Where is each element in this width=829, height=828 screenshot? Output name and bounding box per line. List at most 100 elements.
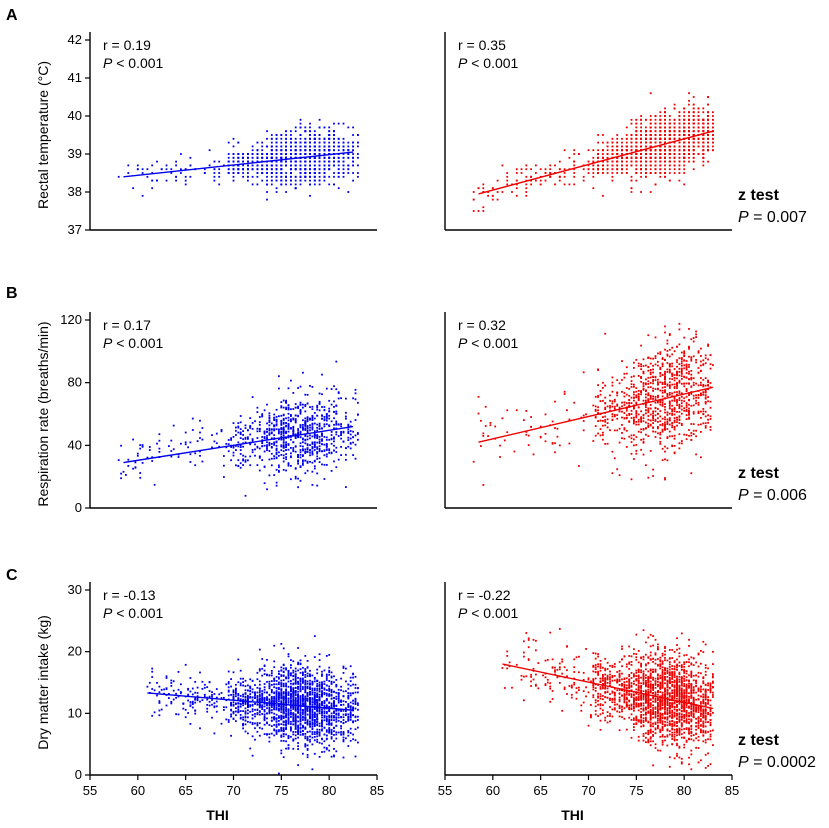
data-point [692, 404, 695, 407]
data-point [659, 164, 662, 167]
data-point [609, 405, 611, 407]
data-point [342, 122, 345, 125]
data-point [256, 445, 259, 448]
data-point [357, 438, 359, 441]
data-point [635, 421, 638, 423]
data-point [668, 115, 671, 117]
data-point [633, 407, 635, 410]
data-point [304, 422, 307, 424]
data-point [275, 444, 278, 447]
data-point [316, 451, 319, 453]
data-point [501, 417, 504, 420]
data-point [654, 436, 657, 438]
data-point [635, 401, 638, 404]
data-point [244, 459, 247, 462]
data-point [136, 168, 139, 171]
data-point [704, 410, 707, 413]
data-point [654, 141, 657, 144]
data-point [220, 430, 223, 433]
data-point [688, 118, 690, 121]
data-point [168, 445, 170, 447]
data-point [318, 457, 321, 460]
data-point [587, 168, 590, 171]
data-point [304, 452, 307, 455]
data-point [707, 414, 709, 417]
data-point [666, 395, 669, 397]
data-point [520, 172, 523, 174]
data-point [659, 403, 662, 406]
data-point [613, 407, 616, 410]
data-point [676, 361, 678, 364]
data-point [664, 478, 666, 481]
data-point [282, 399, 285, 402]
data-point [647, 426, 650, 428]
data-point [700, 456, 702, 459]
data-point [678, 405, 681, 408]
data-point [707, 130, 709, 133]
data-point [685, 404, 688, 406]
data-point [668, 381, 671, 384]
data-point [609, 409, 611, 412]
data-point [712, 137, 714, 140]
data-point [668, 126, 671, 129]
data-point [280, 168, 283, 171]
data-point [645, 118, 647, 121]
data-point [280, 420, 283, 423]
data-point [280, 438, 283, 441]
data-point [673, 413, 676, 416]
data-point [678, 126, 681, 129]
data-point [664, 477, 666, 479]
data-point [707, 160, 709, 163]
data-point [597, 420, 599, 422]
data-point [642, 453, 645, 456]
data-point [678, 392, 681, 394]
data-point [270, 452, 273, 455]
data-point [623, 412, 626, 414]
data-point [664, 164, 666, 167]
data-point [594, 425, 597, 427]
data-point [633, 393, 635, 396]
data-point [635, 396, 638, 399]
data-point [247, 459, 249, 462]
data-point [309, 406, 311, 408]
data-point [285, 145, 287, 148]
data-point [702, 410, 705, 413]
data-point [306, 426, 309, 428]
data-point [230, 446, 232, 448]
data-point [266, 164, 268, 167]
data-point [270, 422, 273, 425]
data-point [268, 458, 271, 461]
data-point [328, 137, 331, 140]
data-point [275, 423, 278, 426]
data-point [299, 409, 302, 411]
data-point [285, 425, 287, 428]
data-point [623, 392, 626, 394]
data-point [270, 149, 273, 152]
data-point [666, 394, 669, 397]
data-point [649, 369, 652, 371]
data-point [633, 383, 635, 386]
data-point [311, 452, 314, 454]
data-point [290, 427, 292, 429]
data-point [313, 436, 316, 439]
data-point [683, 172, 686, 174]
data-point [309, 385, 311, 387]
data-point [602, 399, 604, 402]
data-point [649, 407, 652, 410]
data-point [311, 426, 314, 428]
data-point [335, 466, 338, 469]
data-point [141, 172, 144, 174]
data-point [282, 441, 285, 443]
data-point [325, 464, 328, 466]
data-point [328, 449, 331, 452]
data-point [323, 423, 326, 426]
data-point [347, 156, 350, 159]
data-point [611, 160, 614, 163]
data-point [282, 445, 285, 448]
r-value: r = 0.32 [458, 317, 506, 333]
data-point [285, 149, 287, 152]
data-point [592, 187, 595, 190]
data-point [273, 416, 276, 419]
data-point [594, 410, 597, 412]
data-point [237, 445, 240, 448]
